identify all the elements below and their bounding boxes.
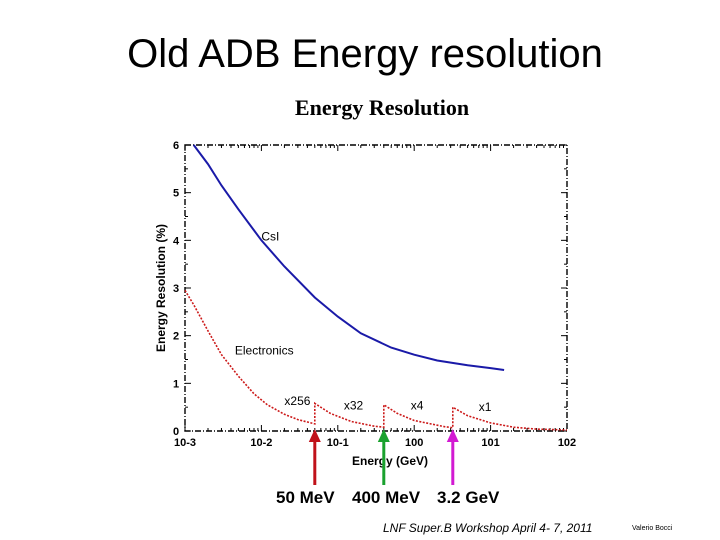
y-axis-label: Energy Resolution (%) xyxy=(154,224,168,352)
x-tick-label: 101 xyxy=(481,437,499,449)
y-tick-label: 6 xyxy=(173,140,179,152)
slide-title: Old ADB Energy resolution xyxy=(127,32,603,76)
energy-arrow-head xyxy=(308,429,321,442)
energy-arrows xyxy=(308,429,459,485)
annotation-label: x4 xyxy=(411,399,424,413)
y-tick-label: 5 xyxy=(173,188,179,200)
energy-arrow-head xyxy=(377,429,390,442)
x-tick-label: 10-2 xyxy=(250,437,272,449)
annotation-label: x32 xyxy=(344,399,364,413)
arrow-label-400mev: 400 MeV xyxy=(352,488,421,507)
annotation-label: x256 xyxy=(284,394,310,408)
author-name: Valerio Bocci xyxy=(632,525,673,532)
x-tick-label: 100 xyxy=(405,437,423,449)
arrow-label-3-2gev: 3.2 GeV xyxy=(437,488,500,507)
annotation-label: Electronics xyxy=(235,344,294,358)
x-tick-labels: 10-3 10-2 10-1 100 101 102 xyxy=(174,437,576,449)
chart-title: Energy Resolution xyxy=(295,95,469,120)
y-tick-label: 4 xyxy=(173,235,180,247)
series-line-csi xyxy=(192,144,505,371)
y-tick-labels: 0 1 2 3 4 5 6 xyxy=(173,140,180,438)
minor-ticks xyxy=(184,144,567,432)
annotation-label: CsI xyxy=(261,229,279,243)
x-axis-label: Energy (GeV) xyxy=(352,454,428,468)
series-line-electronics xyxy=(184,289,568,431)
y-tick-label: 2 xyxy=(173,331,179,343)
y-tick-label: 3 xyxy=(173,283,179,295)
arrow-label-50mev: 50 MeV xyxy=(276,488,335,507)
y-tick-label: 1 xyxy=(173,378,179,390)
x-tick-label: 10-3 xyxy=(174,437,196,449)
annotations: CsI Electronics x256 x32 x4 x1 xyxy=(235,229,492,414)
annotation-label: x1 xyxy=(479,400,492,414)
x-tick-label: 10-1 xyxy=(327,437,349,449)
x-tick-label: 102 xyxy=(558,437,576,449)
footer-text: LNF Super.B Workshop April 4- 7, 2011 xyxy=(383,521,593,535)
energy-arrow-head xyxy=(446,429,459,442)
series-lines xyxy=(184,144,568,431)
y-tick-label: 0 xyxy=(173,426,179,438)
plot-frame xyxy=(184,144,568,432)
